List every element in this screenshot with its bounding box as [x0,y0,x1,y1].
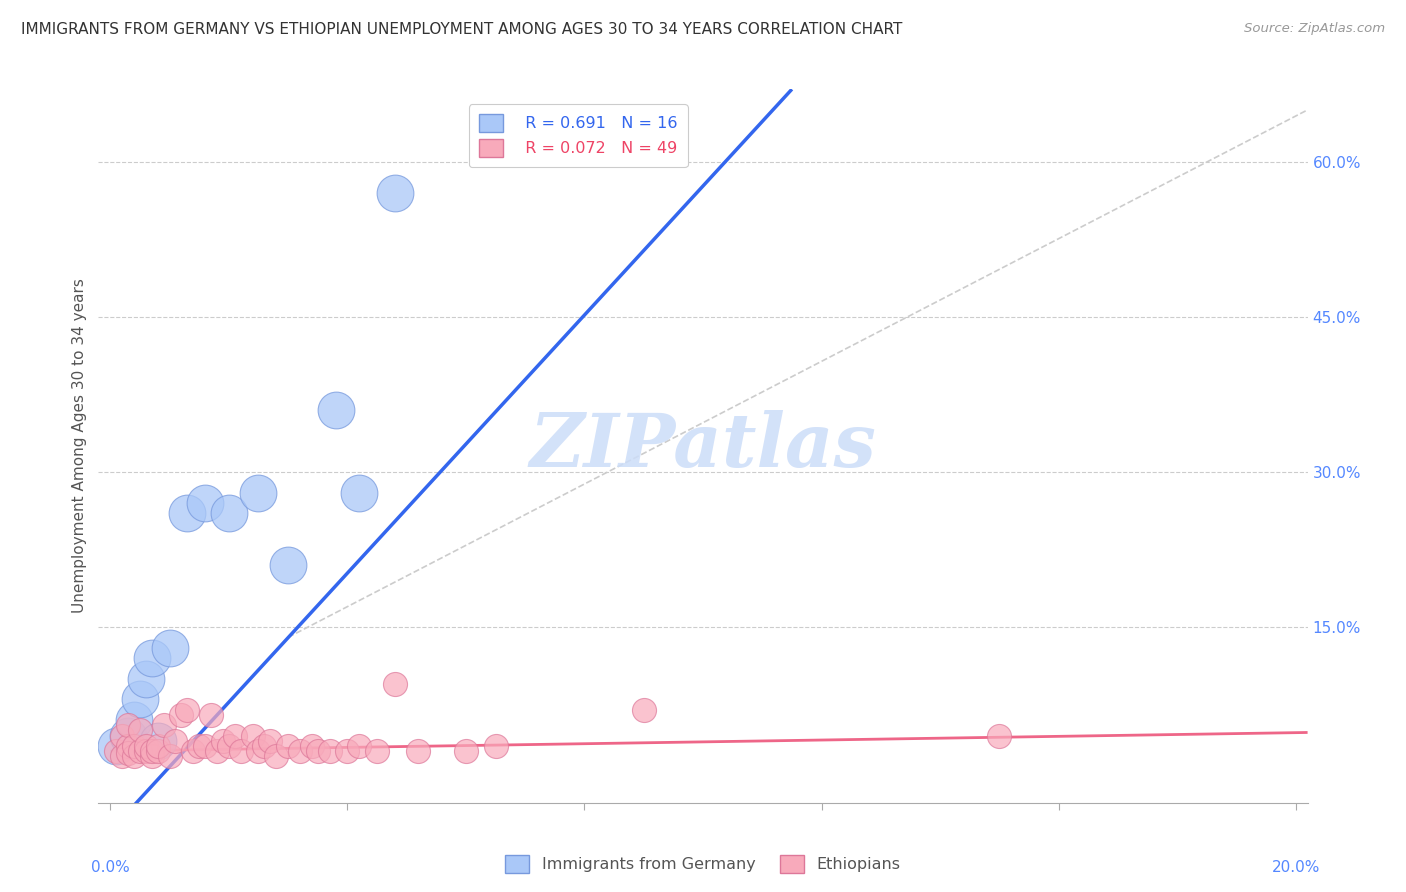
Point [484,739,506,753]
Point [170,707,193,722]
Point [159,749,181,764]
Text: 20.0%: 20.0% [1271,860,1320,875]
Point [301,739,323,753]
Point [146,733,169,747]
Point [111,749,134,764]
Point [117,739,139,753]
Legend: Immigrants from Germany, Ethiopians: Immigrants from Germany, Ethiopians [499,848,907,880]
Point [218,739,240,753]
Text: ZIPatlas: ZIPatlas [530,409,876,483]
Point [111,729,134,743]
Point [165,733,187,747]
Point [129,723,152,738]
Point [188,739,211,753]
Point [347,485,370,500]
Point [366,744,388,758]
Point [105,744,128,758]
Point [264,749,287,764]
Point [117,729,139,743]
Point [176,506,198,520]
Point [212,733,235,747]
Text: IMMIGRANTS FROM GERMANY VS ETHIOPIAN UNEMPLOYMENT AMONG AGES 30 TO 34 YEARS CORR: IMMIGRANTS FROM GERMANY VS ETHIOPIAN UNE… [21,22,903,37]
Point [325,402,347,417]
Point [152,718,174,732]
Point [384,186,406,200]
Point [247,485,270,500]
Point [122,713,145,727]
Text: 0.0%: 0.0% [91,860,129,875]
Point [194,739,217,753]
Point [633,703,655,717]
Point [253,739,276,753]
Point [229,744,252,758]
Point [194,496,217,510]
Point [129,692,152,706]
Point [384,677,406,691]
Point [347,739,370,753]
Point [247,744,270,758]
Point [117,746,139,760]
Point [277,558,299,572]
Point [259,733,281,747]
Point [135,744,157,758]
Point [277,739,299,753]
Point [141,744,163,758]
Point [988,729,1011,743]
Point [122,739,145,753]
Point [454,744,477,758]
Point [318,744,340,758]
Point [146,739,169,753]
Point [129,744,152,758]
Point [117,718,139,732]
Point [181,744,204,758]
Point [146,744,169,758]
Y-axis label: Unemployment Among Ages 30 to 34 years: Unemployment Among Ages 30 to 34 years [72,278,87,614]
Point [288,744,311,758]
Point [205,744,228,758]
Point [141,749,163,764]
Point [408,744,430,758]
Point [176,703,198,717]
Point [200,707,222,722]
Text: Source: ZipAtlas.com: Source: ZipAtlas.com [1244,22,1385,36]
Point [224,729,246,743]
Point [336,744,359,758]
Point [242,729,264,743]
Point [159,640,181,655]
Point [135,672,157,686]
Point [135,739,157,753]
Legend:   R = 0.691   N = 16,   R = 0.072   N = 49: R = 0.691 N = 16, R = 0.072 N = 49 [470,104,688,167]
Point [141,651,163,665]
Point [307,744,329,758]
Point [218,506,240,520]
Point [105,739,128,753]
Point [122,749,145,764]
